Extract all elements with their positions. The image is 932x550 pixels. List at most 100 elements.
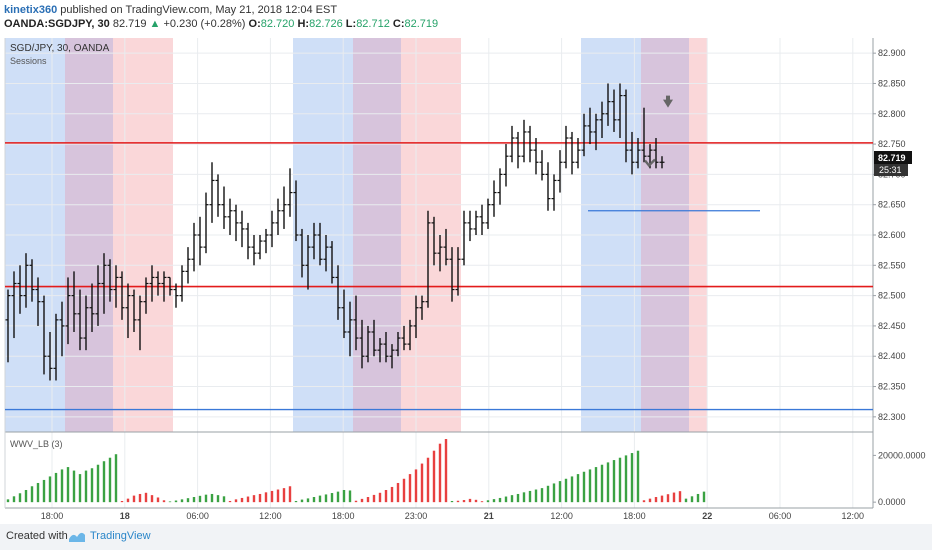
ohlc-bar: [389, 344, 395, 369]
ohlc-bar: [299, 228, 305, 278]
ohlc-bar: [347, 301, 353, 357]
ohlc-bar: [467, 210, 473, 242]
time-tick-label: 12:00: [550, 511, 573, 521]
ohlc-bar: [215, 174, 221, 217]
volume-bar: [96, 464, 100, 503]
ohlc-bar: [11, 271, 17, 339]
ohlc-bar: [155, 271, 161, 296]
volume-bar: [144, 492, 148, 503]
ohlc-bar: [131, 289, 137, 332]
publish-line: kinetix360 published on TradingView.com,…: [4, 4, 337, 16]
ohlc-bar: [143, 277, 149, 314]
countdown-badge-bg: [874, 164, 908, 176]
ohlc-bar: [497, 168, 503, 205]
ohlc-bar: [395, 331, 401, 357]
volume-bar: [444, 439, 448, 503]
volume-bar: [510, 495, 514, 503]
volume-bar: [636, 450, 640, 503]
volume-bar: [660, 495, 664, 503]
volume-bar: [186, 498, 190, 503]
ohlc-bar: [161, 271, 167, 302]
volume-legend: WWV_LB (3): [10, 439, 63, 449]
ohlc-bar: [551, 174, 557, 211]
volume-bar: [156, 497, 160, 503]
volume-bar: [54, 472, 58, 503]
time-tick-label: 18:00: [332, 511, 355, 521]
open-value: 82.720: [260, 18, 295, 30]
ohlc-bar: [377, 338, 383, 363]
chart-canvas[interactable]: 82.90082.85082.80082.75082.70082.65082.6…: [0, 0, 932, 524]
volume-bar: [702, 491, 706, 503]
time-tick-label: 12:00: [259, 511, 282, 521]
volume-bar: [438, 443, 442, 503]
volume-bar: [282, 488, 286, 503]
ohlc-bar: [419, 295, 425, 320]
ohlc-bar: [119, 271, 125, 320]
price-tick-label: 82.550: [878, 260, 906, 270]
ohlc-bar: [527, 125, 533, 163]
ohlc-bar: [29, 259, 35, 302]
ohlc-bar: [575, 138, 581, 169]
volume-bar: [30, 486, 34, 503]
ohlc-bar: [53, 313, 59, 381]
volume-bar: [84, 470, 88, 503]
tradingview-logo-icon[interactable]: [68, 528, 86, 544]
volume-bar: [78, 474, 82, 503]
volume-bar: [312, 497, 316, 503]
footer-brand-link[interactable]: TradingView: [90, 530, 151, 542]
ohlc-bar: [437, 235, 443, 272]
published-text: published on TradingView.com, May 21, 20…: [60, 4, 338, 16]
volume-bar: [360, 498, 364, 503]
volume-bar: [600, 464, 604, 503]
price-change: +0.230 (+0.28%): [163, 18, 246, 30]
ohlc-bar: [629, 131, 635, 175]
volume-bar: [684, 498, 688, 503]
volume-bar: [426, 457, 430, 503]
volume-bar: [6, 499, 10, 503]
open-label: O:: [248, 18, 261, 30]
ohlc-bar: [107, 259, 113, 302]
ohlc-bar: [557, 150, 563, 193]
volume-bar: [552, 483, 556, 503]
volume-bar: [474, 499, 478, 503]
volume-bar: [576, 474, 580, 503]
volume-bar: [504, 496, 508, 503]
ohlc-bar: [623, 89, 629, 163]
up-arrow-icon: ▲: [149, 18, 161, 30]
author-link[interactable]: kinetix360: [4, 4, 58, 16]
time-tick-label: 22: [702, 511, 712, 521]
ohlc-bar: [431, 216, 437, 266]
ohlc-bar: [41, 295, 47, 375]
volume-bar: [210, 493, 214, 503]
ohlc-bar: [653, 138, 659, 169]
ohlc-bar: [335, 265, 341, 320]
volume-bar: [48, 476, 52, 503]
ohlc-bar: [359, 319, 365, 369]
ohlc-bar: [35, 277, 41, 326]
high-value: 82.726: [309, 18, 343, 30]
ohlc-bar: [191, 222, 197, 272]
time-tick-label: 23:00: [405, 511, 428, 521]
volume-bar: [192, 497, 196, 503]
volume-bar: [618, 457, 622, 503]
volume-bar: [60, 469, 64, 503]
volume-bar: [558, 481, 562, 503]
ohlc-bar: [353, 295, 359, 351]
ohlc-bar: [599, 101, 605, 139]
axes: 82.90082.85082.80082.75082.70082.65082.6…: [41, 48, 926, 521]
volume-bar: [672, 492, 676, 503]
chart-header: kinetix360 published on TradingView.com,…: [0, 0, 932, 38]
ohlc-bar: [47, 331, 53, 381]
volume-bar: [450, 500, 454, 503]
sessions-legend: Sessions: [10, 56, 47, 66]
volume-bar: [408, 474, 412, 503]
volume-bar: [588, 469, 592, 503]
price-tick-label: 82.900: [878, 48, 906, 58]
time-tick-label: 06:00: [186, 511, 209, 521]
volume-bar: [348, 490, 352, 503]
volume-bar: [138, 493, 142, 503]
ohlc-bar: [23, 253, 29, 308]
ohlc-bar: [59, 301, 65, 357]
volume-bar: [246, 496, 250, 503]
volume-bar: [72, 470, 76, 503]
